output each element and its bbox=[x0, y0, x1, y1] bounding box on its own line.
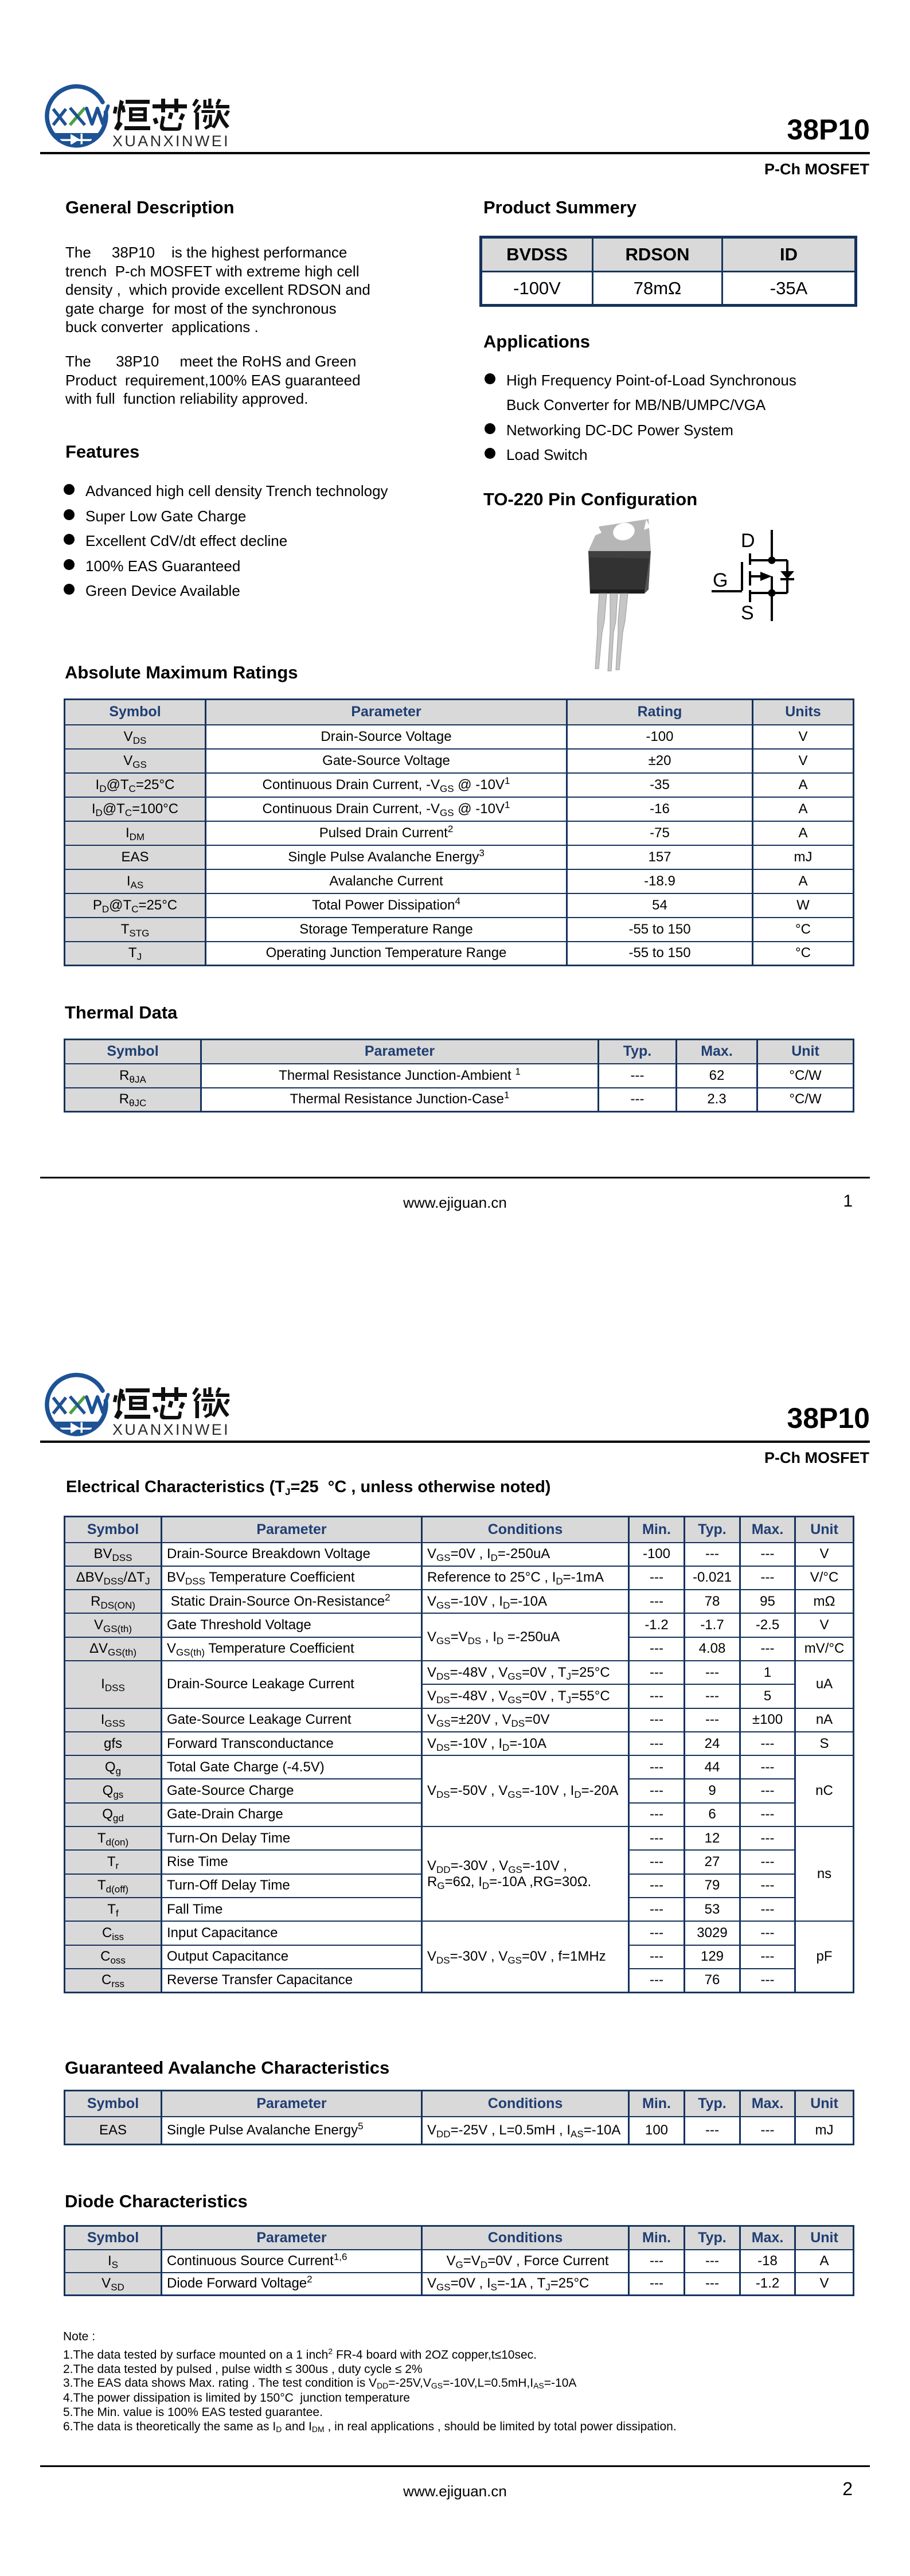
svg-text:D: D bbox=[741, 530, 755, 552]
svg-text:S: S bbox=[741, 602, 754, 624]
svg-text:G: G bbox=[713, 569, 728, 591]
svg-text:XUANXINWEI: XUANXINWEI bbox=[112, 1421, 230, 1438]
svg-text:XUANXINWEI: XUANXINWEI bbox=[112, 132, 230, 150]
